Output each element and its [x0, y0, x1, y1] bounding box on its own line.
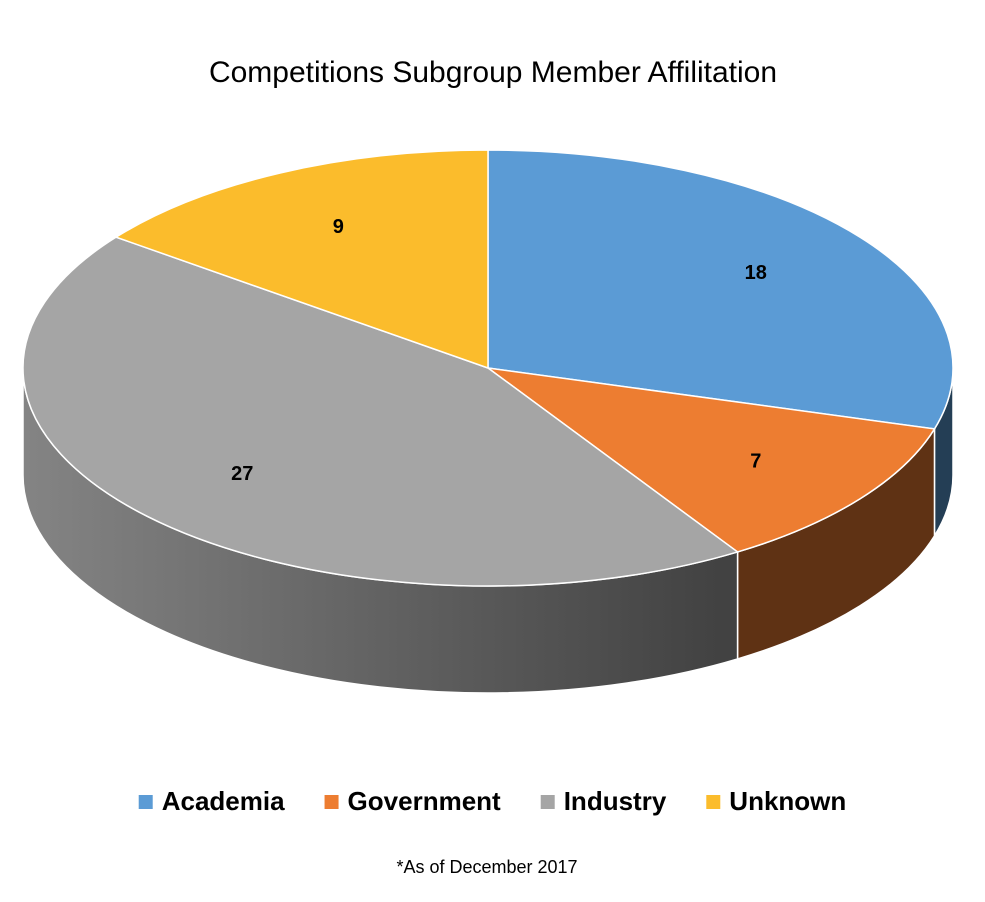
- chart-title: Competitions Subgroup Member Affilitatio…: [209, 56, 777, 89]
- legend-swatch: [324, 795, 339, 809]
- legend-label: Academia: [162, 786, 285, 816]
- legend-swatch: [540, 795, 555, 809]
- legend-swatch: [706, 795, 721, 809]
- legend-label: Government: [348, 786, 501, 816]
- slice: [114, 149, 489, 370]
- footnote: *As of December 2017: [396, 857, 577, 877]
- data-label: 18: [745, 262, 767, 284]
- data-label: 9: [333, 216, 344, 238]
- legend-label: Unknown: [729, 786, 846, 816]
- legend-swatch: [138, 795, 153, 809]
- legend: Academia Government Industry Unknown: [138, 786, 846, 816]
- data-label: 27: [231, 463, 253, 485]
- data-label: 7: [750, 450, 761, 472]
- slice: [22, 236, 740, 587]
- slice: [487, 149, 954, 430]
- legend-label: Industry: [564, 786, 667, 816]
- slice: [487, 367, 936, 553]
